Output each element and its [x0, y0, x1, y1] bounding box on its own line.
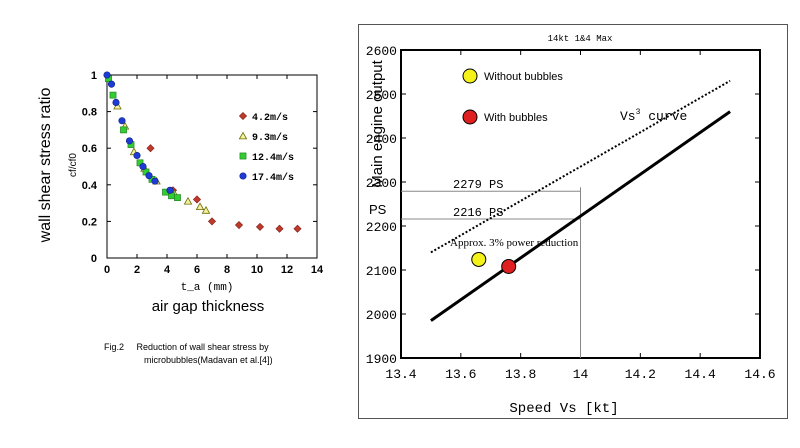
left-point-diamond — [255, 222, 265, 231]
left-point-circle — [145, 172, 153, 180]
left-y-tick-label: 0.6 — [82, 143, 97, 155]
left-plot-frame — [106, 74, 318, 259]
left-x-axis-caption: air gap thickness — [152, 298, 265, 315]
left-x-tick-label: 12 — [281, 264, 293, 276]
with-bubbles-point — [501, 258, 517, 274]
right-legend: Without bubbles With bubbles — [462, 68, 563, 125]
reduction-annotation: Approx. 3% power reduction — [450, 237, 579, 249]
left-point-circle — [151, 177, 159, 185]
right-x-tick-label: 13.4 — [385, 367, 416, 382]
right-data-points — [471, 251, 517, 274]
right-x-tick-label: 14.4 — [685, 367, 716, 382]
left-y-axis-sublabel: cf/cf0 — [68, 153, 79, 177]
right-tick-labels: 13.4 13.6 13.8 14 14.2 14.4 14.6 1900 2000 2100 22… — [366, 44, 776, 382]
right-figure: 14kt 1&4 Max 13.4 13.6 13.8 14 14.2 14.4 14.61… — [358, 24, 788, 419]
left-legend-marker-triangle — [238, 131, 248, 140]
left-point-triangle — [195, 202, 205, 211]
left-x-axis-label: t_a (mm) — [181, 282, 234, 294]
right-x-tick-label: 14.6 — [744, 367, 775, 382]
right-x-axis-label: Speed Vs [kt] — [509, 401, 618, 417]
left-point-circle — [133, 151, 141, 160]
left-y-axis-label: wall shear stress ratio — [37, 88, 54, 244]
right-chart-title: 14kt 1&4 Max — [548, 34, 613, 44]
left-point-circle — [125, 137, 134, 145]
left-point-circle — [103, 71, 111, 79]
right-reference-label: 2279 PS — [453, 178, 503, 192]
left-legend-marker-square — [239, 152, 247, 160]
left-plot-area — [106, 74, 318, 259]
right-y-tick-label: 2600 — [366, 44, 397, 59]
right-legend-label: With bubbles — [484, 112, 548, 124]
left-y-tick-label: 0.2 — [82, 216, 97, 228]
left-point-square — [174, 194, 181, 201]
left-point-diamond — [293, 224, 302, 233]
right-y-tick-label: 2100 — [366, 264, 397, 279]
left-y-tick-label: 0.4 — [82, 180, 98, 192]
right-y-axis-label: Main engine output — [369, 59, 386, 187]
right-y-tick-label: 2400 — [366, 132, 397, 147]
right-legend-marker-yellow — [462, 68, 478, 84]
left-point-circle — [166, 186, 174, 194]
left-legend-marker-diamond — [238, 111, 248, 121]
left-point-triangle — [183, 196, 193, 205]
left-point-diamond — [207, 217, 217, 226]
left-legend-label: 9.3m/s — [252, 132, 288, 144]
right-y-tick-label: 2300 — [366, 176, 397, 191]
right-y-tick-label: 1900 — [366, 352, 397, 367]
left-y-tick-label: 0.8 — [82, 107, 97, 119]
right-x-tick-label: 13.6 — [445, 367, 476, 382]
vs3-curve-label: Vs3 curve — [620, 108, 687, 124]
left-y-tick-label: 1 — [91, 70, 97, 82]
left-x-tick-label: 10 — [251, 264, 263, 276]
left-legend-label: 4.2m/s — [252, 112, 288, 124]
left-point-circle — [139, 162, 147, 171]
right-y-tick-label: 2000 — [366, 308, 397, 323]
left-x-tick-label: 4 — [164, 264, 171, 276]
right-legend-marker-red — [462, 109, 478, 125]
right-y-tick-label: 2200 — [366, 220, 397, 235]
left-legend-marker-circle — [239, 172, 247, 180]
right-y-axis-unit: PS — [369, 202, 387, 217]
right-legend-label: Without bubbles — [484, 71, 563, 83]
left-point-diamond — [275, 224, 284, 233]
right-x-tick-label: 14.2 — [625, 367, 656, 382]
right-x-tick-label: 14 — [573, 367, 589, 382]
vs3-curve-line — [430, 79, 731, 254]
right-x-tick-label: 13.8 — [505, 367, 536, 382]
without-bubbles-point — [471, 251, 487, 267]
left-point-diamond — [234, 221, 244, 230]
left-figure-caption-line2: microbubbles(Madavan et al.[4]) — [144, 355, 273, 365]
left-x-tick-label: 14 — [311, 264, 324, 276]
left-y-tick-label: 0 — [91, 253, 97, 265]
left-x-tick-label: 2 — [134, 264, 140, 276]
left-legend-label: 17.4m/s — [252, 172, 294, 184]
left-point-square — [109, 91, 117, 99]
left-data-points — [103, 71, 302, 233]
right-data-lines — [430, 79, 731, 322]
left-figure-caption-line1: Fig.2 Reduction of wall shear stress by — [104, 342, 269, 352]
left-point-diamond — [192, 195, 202, 204]
left-point-square — [120, 126, 127, 134]
left-point-circle — [107, 80, 116, 88]
left-x-tick-label: 6 — [194, 264, 200, 276]
right-reference-label: 2216 PS — [453, 206, 503, 220]
right-y-tick-label: 2500 — [366, 88, 397, 103]
left-legend-label: 12.4m/s — [252, 152, 294, 164]
left-legend: 4.2m/s 9.3m/s 12.4m/s 17.4m/s — [238, 111, 294, 184]
with-bubbles-line — [430, 110, 731, 322]
left-x-tick-label: 0 — [104, 264, 110, 276]
left-x-tick-label: 8 — [224, 264, 230, 276]
left-point-diamond — [146, 144, 155, 153]
left-figure: 0 2 4 6 8 10 12 14 0 0.2 0.4 0.6 0.8 1 4.2m/s 9.3m/s 12… — [37, 70, 324, 365]
left-point-circle — [112, 98, 120, 106]
left-point-triangle — [201, 205, 211, 214]
left-tick-labels: 0 2 4 6 8 10 12 14 0 0.2 0.4 0.6 0.8 1 — [82, 70, 324, 276]
left-point-circle — [118, 117, 126, 125]
